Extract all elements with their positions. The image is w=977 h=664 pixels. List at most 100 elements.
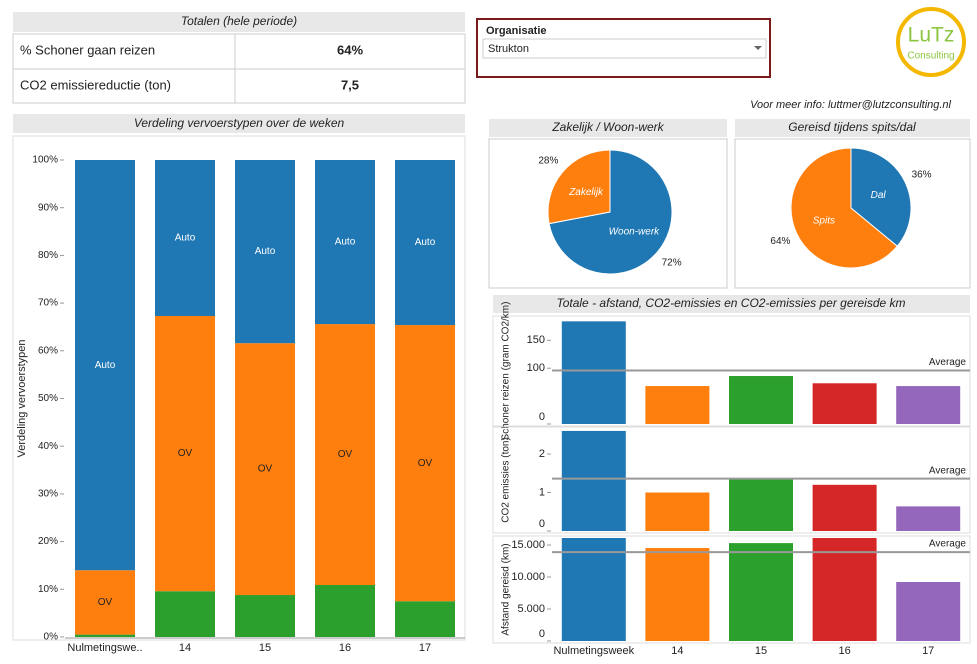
y-tick-label: 50% [38, 393, 58, 404]
info-text: Voor meer info: luttmer@lutzconsulting.n… [750, 99, 951, 111]
filter-value[interactable]: Strukton [488, 43, 529, 55]
chart-frame [488, 138, 728, 289]
chart-frame [12, 135, 466, 641]
y-tick-label: 10% [38, 584, 58, 595]
slice-value-label: 72% [662, 258, 682, 269]
chart-title: Verdeling vervoerstypen over de weken [134, 116, 345, 130]
bar [812, 383, 877, 424]
segment-label: Auto [175, 233, 196, 244]
y-tick-label: 10.000 [511, 571, 545, 583]
x-tick-label: 15 [755, 645, 767, 657]
y-axis-label: Schoner reizen (gram CO2/km) [501, 302, 512, 441]
bar-segment [395, 601, 455, 637]
bar-segment [315, 160, 375, 325]
bar [729, 376, 793, 424]
segment-label: Auto [415, 237, 436, 248]
y-tick-label: 80% [38, 250, 58, 261]
y-tick-label: 100 [527, 362, 545, 374]
x-tick-label: 17 [922, 645, 934, 657]
bar-segment [235, 343, 295, 596]
x-tick-label: 17 [419, 642, 431, 654]
filter-label: Organisatie [486, 25, 547, 37]
segment-label: Auto [335, 237, 356, 248]
bar [561, 538, 626, 641]
row-value: 7,5 [341, 77, 359, 92]
segment-label: OV [98, 597, 113, 608]
segment-label: OV [258, 464, 273, 475]
logo-ring [896, 7, 966, 77]
bar-segment [155, 160, 215, 316]
y-tick-label: 0 [539, 628, 545, 640]
x-tick-label: Nulmetingsweek [553, 645, 634, 657]
panel-frame [492, 535, 971, 644]
slice-name: Dal [871, 190, 887, 201]
panel-frame [492, 426, 971, 534]
bar [812, 484, 877, 531]
bar [896, 506, 961, 531]
y-tick-label: 15.000 [511, 539, 545, 551]
bar-segment [235, 160, 295, 344]
chart-title: Zakelijk / Woon-werk [551, 120, 664, 134]
bar [645, 548, 710, 641]
slice-name: Zakelijk [568, 187, 604, 198]
slice-value-label: 64% [770, 236, 790, 247]
chart-title: Gereisd tijdens spits/dal [788, 120, 916, 134]
bar [645, 386, 710, 424]
segment-label: OV [418, 458, 433, 469]
row-value: 64% [337, 42, 363, 57]
bar-segment [395, 160, 455, 326]
bar [729, 543, 793, 641]
y-tick-label: 2 [539, 448, 545, 460]
segment-label: OV [178, 448, 193, 459]
y-tick-label: 60% [38, 345, 58, 356]
slice-name: Spits [813, 215, 835, 226]
reference-label: Average [929, 539, 967, 550]
filter-dropdown[interactable] [482, 38, 767, 59]
pie-slice [790, 147, 898, 269]
row-label: % Schoner gaan reizen [20, 42, 155, 57]
y-axis-label: Verdeling vervoerstypen [16, 339, 28, 457]
dropdown-arrow[interactable] [754, 46, 762, 50]
y-tick-label: 0 [539, 411, 545, 423]
slice-name: Woon-werk [609, 226, 661, 237]
y-tick-label: 70% [38, 298, 58, 309]
segment-label: Auto [95, 360, 116, 371]
y-tick-label: 30% [38, 489, 58, 500]
y-tick-label: 0% [44, 632, 59, 643]
chart-title: Totale - afstand, CO2-emissies en CO2-em… [556, 296, 905, 310]
bar [896, 582, 961, 641]
y-tick-label: 0 [539, 518, 545, 530]
bar [896, 386, 961, 424]
bar-segment [75, 634, 135, 637]
bar-segment [395, 325, 455, 602]
y-tick-label: 5.000 [517, 603, 545, 615]
bar-segment [75, 570, 135, 635]
reference-label: Average [929, 357, 967, 368]
x-tick-label: Nulmetingswe.. [67, 642, 142, 654]
y-tick-label: 90% [38, 202, 58, 213]
slice-value-label: 36% [912, 169, 932, 180]
chart-header [489, 119, 727, 137]
totals-header [13, 12, 465, 32]
x-tick-label: 16 [838, 645, 850, 657]
y-axis-label: Afstand gereisd (km) [501, 543, 512, 635]
bar [561, 430, 626, 531]
segment-label: Auto [255, 246, 276, 257]
bar-segment [155, 315, 215, 592]
y-tick-label: 150 [527, 334, 545, 346]
pie-slice [548, 149, 673, 275]
y-axis-label: CO2 emissies (ton) [501, 437, 512, 523]
chart-header [735, 119, 970, 137]
segment-label: OV [338, 449, 353, 460]
x-tick-label: 14 [179, 642, 191, 654]
y-tick-label: 1 [539, 486, 545, 498]
chart-header [13, 114, 465, 133]
y-tick-label: 40% [38, 441, 58, 452]
bar-segment [75, 160, 135, 571]
bar [561, 321, 626, 424]
logo-name: LuTz [908, 24, 955, 47]
logo-subtitle: Consulting [907, 51, 954, 62]
slice-value-label: 28% [538, 156, 558, 167]
pie-slice [850, 147, 912, 247]
